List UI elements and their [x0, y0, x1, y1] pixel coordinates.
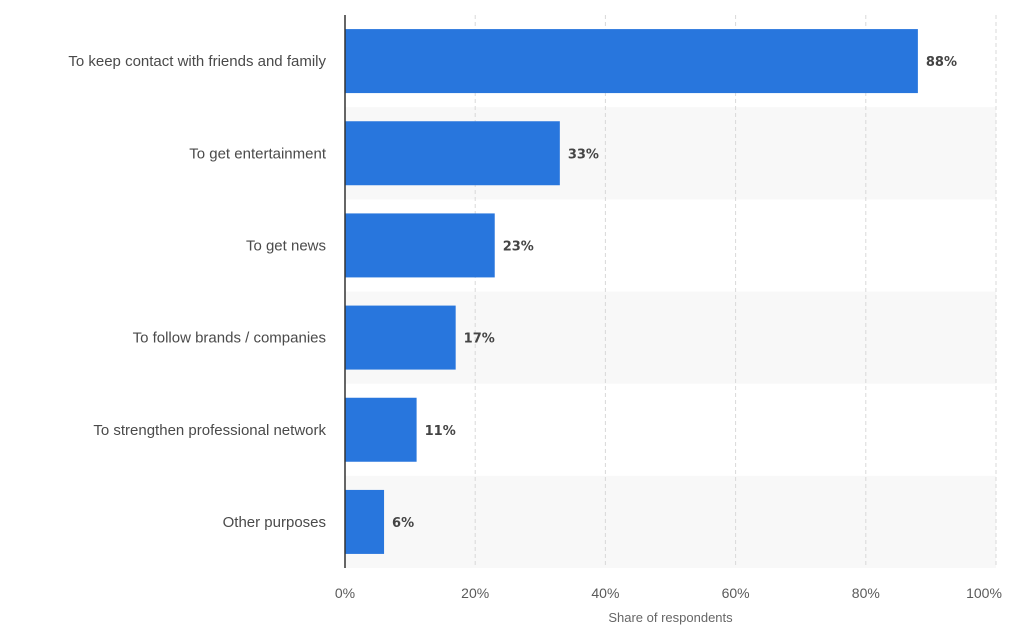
- bar: [345, 121, 560, 186]
- x-tick-label: 80%: [852, 585, 880, 601]
- x-tick-label: 0%: [335, 585, 355, 601]
- category-labels: To keep contact with friends and family T…: [68, 53, 326, 531]
- category-label: To keep contact with friends and family: [68, 53, 326, 70]
- data-label: 33%: [568, 147, 599, 162]
- bar: [345, 213, 495, 278]
- category-label: To get entertainment: [189, 145, 327, 162]
- category-label: To get news: [246, 237, 326, 254]
- x-tick-label: 60%: [722, 585, 750, 601]
- bar: [345, 305, 456, 370]
- x-tick-label: 100%: [966, 585, 1002, 601]
- x-tick-label: 40%: [591, 585, 619, 601]
- data-label: 17%: [464, 332, 495, 347]
- data-label: 6%: [392, 516, 414, 531]
- x-axis-title: Share of respondents: [608, 610, 733, 625]
- data-label: 23%: [503, 239, 534, 254]
- data-label: 11%: [425, 424, 456, 439]
- value-labels: 88% 33% 23% 17% 11% 6%: [392, 55, 957, 531]
- x-axis-ticks: 0% 20% 40% 60% 80% 100%: [335, 585, 1002, 601]
- bars-group: [345, 29, 918, 554]
- category-label: To strengthen professional network: [93, 422, 326, 439]
- data-label: 88%: [926, 55, 957, 70]
- bar: [345, 29, 918, 94]
- bar: [345, 397, 417, 462]
- x-tick-label: 20%: [461, 585, 489, 601]
- bar: [345, 489, 385, 554]
- row-band: [345, 475, 996, 568]
- grid-lines: [474, 15, 997, 568]
- category-label: To follow brands / companies: [133, 330, 326, 347]
- category-label: Other purposes: [223, 514, 326, 531]
